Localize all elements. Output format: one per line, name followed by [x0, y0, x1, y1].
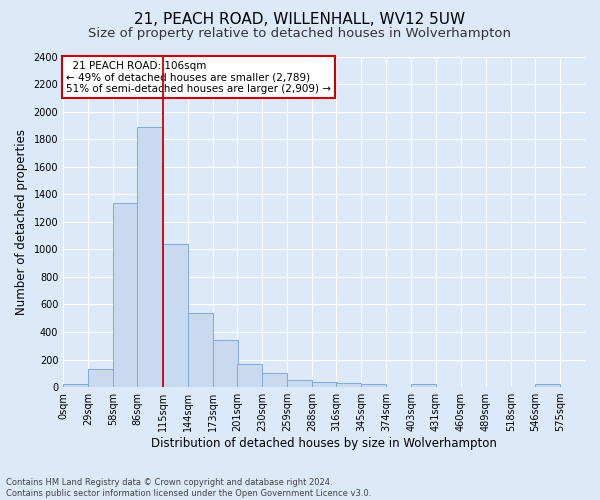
- Bar: [361, 384, 386, 387]
- Bar: [188, 312, 212, 387]
- Text: Contains HM Land Registry data © Crown copyright and database right 2024.
Contai: Contains HM Land Registry data © Crown c…: [6, 478, 371, 498]
- Bar: [535, 384, 560, 387]
- Bar: [412, 384, 436, 387]
- Y-axis label: Number of detached properties: Number of detached properties: [15, 129, 28, 315]
- Bar: [336, 383, 361, 387]
- Bar: [237, 364, 262, 387]
- Text: Size of property relative to detached houses in Wolverhampton: Size of property relative to detached ho…: [89, 28, 511, 40]
- X-axis label: Distribution of detached houses by size in Wolverhampton: Distribution of detached houses by size …: [151, 437, 497, 450]
- Bar: [212, 340, 238, 387]
- Bar: [262, 372, 287, 387]
- Bar: [63, 384, 88, 387]
- Bar: [312, 382, 337, 387]
- Bar: [113, 202, 139, 387]
- Bar: [163, 244, 188, 387]
- Bar: [287, 380, 312, 387]
- Text: 21 PEACH ROAD: 106sqm  
← 49% of detached houses are smaller (2,789)
51% of semi: 21 PEACH ROAD: 106sqm ← 49% of detached …: [66, 60, 331, 94]
- Bar: [137, 126, 163, 387]
- Text: 21, PEACH ROAD, WILLENHALL, WV12 5UW: 21, PEACH ROAD, WILLENHALL, WV12 5UW: [134, 12, 466, 28]
- Bar: [88, 369, 113, 387]
